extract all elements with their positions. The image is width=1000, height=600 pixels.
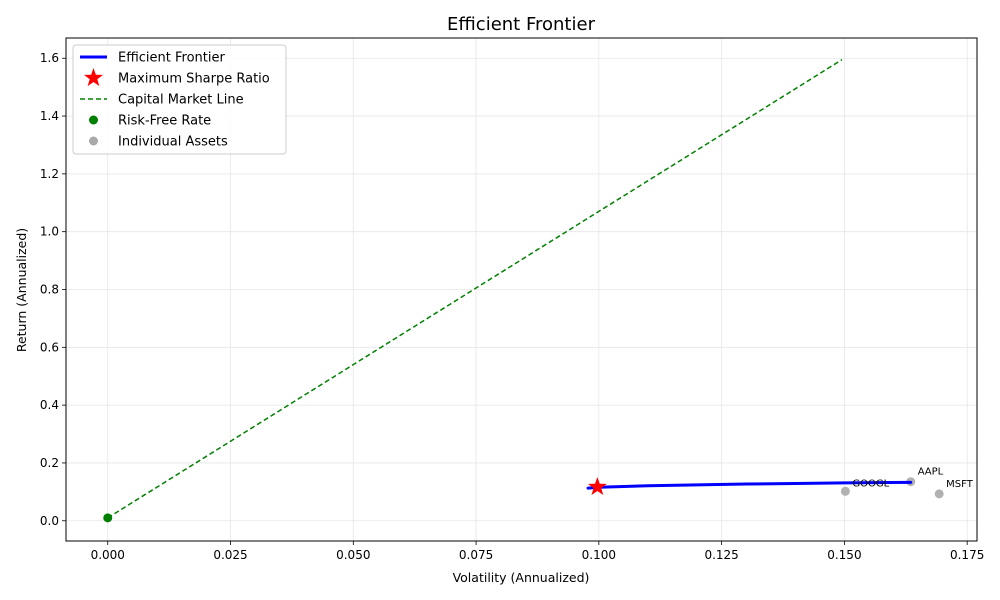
legend-box — [72, 44, 287, 155]
asset-point-msft — [934, 489, 944, 499]
legend-label: Maximum Sharpe Ratio — [118, 72, 270, 87]
plot-frame — [65, 37, 978, 542]
asset-annotation-googl: GOOGL — [852, 478, 889, 489]
legend-swatch-individual-assets — [89, 136, 98, 146]
asset-annotation-msft: MSFT — [946, 479, 974, 490]
y-tick-label: 1.6 — [40, 51, 59, 65]
y-tick-label: 0.2 — [40, 456, 59, 470]
x-tick-label: 0.125 — [704, 548, 738, 562]
x-tick-label: 0.025 — [213, 548, 247, 562]
axis-ticks: 0.000 0.025 0.050 0.075 0.100 0.125 0.150 0.175… — [40, 51, 984, 562]
legend-label: Capital Market Line — [118, 93, 244, 108]
legend-label: Individual Assets — [118, 135, 228, 150]
legend: Efficient Frontier Maximum Sharpe Ratio Ca… — [72, 44, 287, 155]
grid — [66, 38, 977, 541]
capital-market-line — [107, 59, 843, 519]
y-tick-label: 1.4 — [40, 109, 59, 123]
y-tick-label: 0.0 — [40, 514, 59, 528]
x-tick-label: 0.175 — [950, 548, 984, 562]
series: AAPL GOOGL MSFT — [103, 59, 974, 523]
x-tick-label: 0.000 — [91, 548, 125, 562]
chart-title: Efficient Frontier — [447, 14, 596, 35]
y-tick-label: 0.4 — [40, 398, 59, 412]
risk-free-point — [103, 513, 113, 523]
x-tick-label: 0.150 — [827, 548, 861, 562]
legend-label: Risk-Free Rate — [118, 114, 211, 129]
x-tick-label: 0.075 — [459, 548, 493, 562]
x-axis-label: Volatility (Annualized) — [453, 570, 590, 585]
y-tick-label: 1.0 — [40, 225, 59, 239]
asset-point-googl — [840, 486, 850, 496]
legend-swatch-max-sharpe — [83, 68, 104, 87]
x-tick-label: 0.050 — [336, 548, 370, 562]
max-sharpe-star — [587, 476, 607, 496]
efficient-frontier-line — [586, 480, 913, 490]
y-tick-label: 0.8 — [40, 283, 59, 297]
asset-annotation-aapl: AAPL — [918, 467, 944, 478]
legend-label: Efficient Frontier — [118, 51, 225, 66]
legend-swatch-risk-free-rate — [89, 115, 98, 125]
y-tick-label: 1.2 — [40, 167, 59, 181]
y-tick-label: 0.6 — [40, 340, 59, 354]
x-tick-label: 0.100 — [582, 548, 616, 562]
y-axis-label: Return (Annualized) — [14, 228, 29, 352]
